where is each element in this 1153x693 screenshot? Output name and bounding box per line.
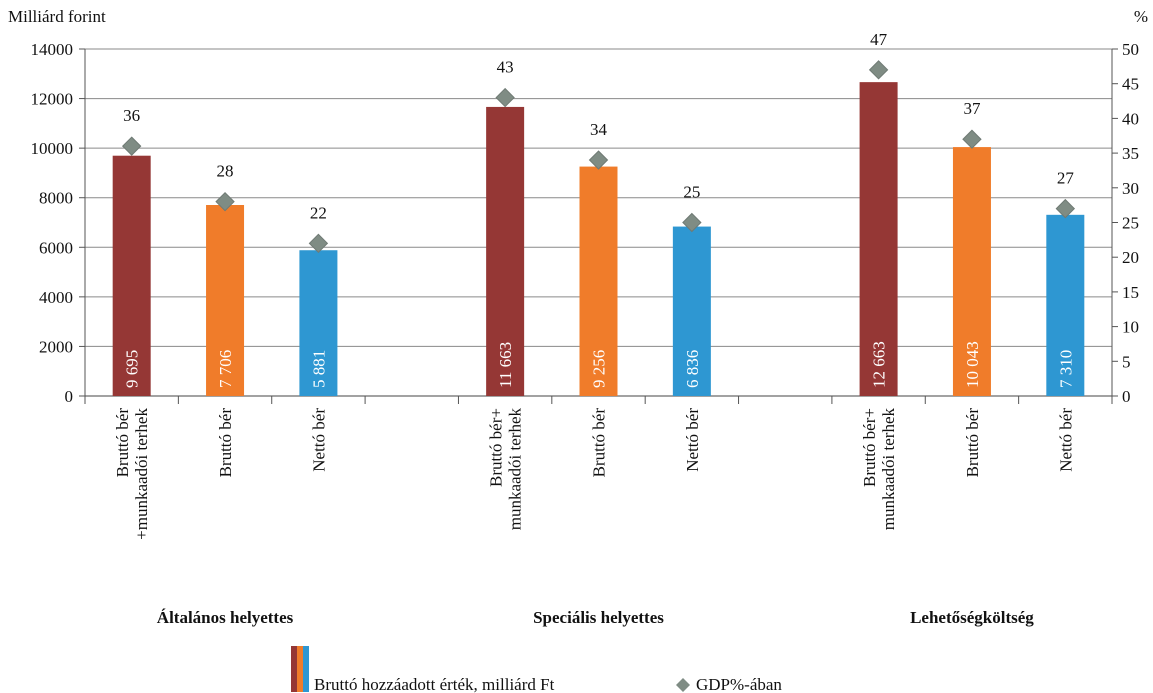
category-label: Bruttó bér+ [860,408,879,487]
y-left-tick-label: 8000 [39,189,73,208]
bar-value-label: 9 695 [123,350,142,388]
group-label: Speciális helyettes [533,608,664,627]
category-label: munkaadói terhek [879,408,898,531]
y-right-axis-title: % [1134,7,1148,26]
gdp-marker [962,129,982,149]
category-label: Nettó bér [1056,408,1075,472]
gdp-marker [1055,198,1076,219]
bar [579,166,618,396]
y-left-tick-label: 12000 [31,90,74,109]
gdp-markers: 36 28 22 43 34 25 47 37 27 [121,30,1076,254]
bar-value-label: 9 256 [590,350,609,388]
legend-label-gdp: GDP%-ában [696,675,782,693]
category-label: Nettó bér [683,408,702,472]
y-left-tick-label: 6000 [39,238,73,257]
category-label: Nettó bér [309,408,328,472]
gdp-marker [308,233,329,254]
legend-swatch-orange [297,646,303,692]
gdp-marker [588,150,609,170]
gdp-data-label: 28 [217,162,234,181]
axes: Milliárd forint % 0 2000 4000 6000 8000 10000… [8,7,1148,627]
category-label: +munkaadói terhek [132,408,151,540]
gdp-data-label: 25 [683,183,700,202]
bar-value-label: 10 043 [963,341,982,388]
group-label: Általános helyettes [157,608,294,627]
category-label: munkaadói terhek [506,408,525,531]
gdp-marker [121,136,142,156]
legend-swatch-blue [303,646,309,692]
legend-swatch-dark-red [291,646,297,692]
legend-diamond-icon [676,678,690,692]
bar-value-label: 5 881 [309,350,328,388]
bar-value-label: 7 310 [1056,350,1075,388]
gdp-marker [682,212,702,233]
category-label: Bruttó bér [216,408,235,478]
gdp-data-label: 43 [497,58,514,77]
gdp-marker [495,87,515,108]
y-right-tick-label: 20 [1122,248,1139,267]
gdp-data-label: 34 [590,120,608,139]
gdp-marker [215,191,235,212]
y-left-tick-label: 10000 [31,139,74,158]
gdp-marker [868,60,889,80]
gdp-data-label: 27 [1057,169,1075,188]
y-left-tick-label: 0 [65,387,74,406]
bars: 9 695 7 706 5 881 11 663 9 256 6 836 12 663 10 … [112,82,1085,397]
legend-label-bars: Bruttó hozzáadott érték, milliárd Ft [314,675,555,693]
bar [859,82,898,397]
bar [299,250,338,396]
y-right-tick-label: 30 [1122,179,1139,198]
y-right-tick-label: 15 [1122,283,1139,302]
y-right-tick-label: 45 [1122,75,1139,94]
y-right-tick-label: 0 [1122,387,1131,406]
y-right-tick-label: 25 [1122,214,1139,233]
bar-value-label: 12 663 [870,341,889,388]
gdp-data-label: 36 [123,106,140,125]
legend: Bruttó hozzáadott érték, milliárd Ft GDP… [291,646,782,693]
bar [672,226,711,396]
bar-value-label: 11 663 [496,342,515,388]
group-label: Lehetőségköltség [910,608,1034,627]
gdp-data-label: 37 [963,99,981,118]
bar [112,155,151,396]
y-right-tick-label: 10 [1122,318,1139,337]
y-left-tick-label: 2000 [39,337,73,356]
category-label: Bruttó bér [963,408,982,478]
bar-value-label: 6 836 [683,350,702,388]
bar [206,205,245,396]
y-right-tick-label: 40 [1122,109,1139,128]
category-label: Bruttó bér [590,408,609,478]
y-left-tick-label: 4000 [39,288,73,307]
y-right-tick-label: 50 [1122,40,1139,59]
y-right-tick-label: 35 [1122,144,1139,163]
y-left-axis-title: Milliárd forint [8,7,106,26]
category-label: Bruttó bér [113,408,132,478]
gdp-data-label: 47 [870,30,888,49]
bar [1046,214,1085,396]
gdp-data-label: 22 [310,203,327,222]
category-label: Bruttó bér+ [487,408,506,487]
bar [952,147,991,396]
bar-value-label: 7 706 [216,350,235,388]
y-left-tick-label: 14000 [31,40,74,59]
y-right-tick-label: 5 [1122,352,1131,371]
bar [486,106,525,396]
